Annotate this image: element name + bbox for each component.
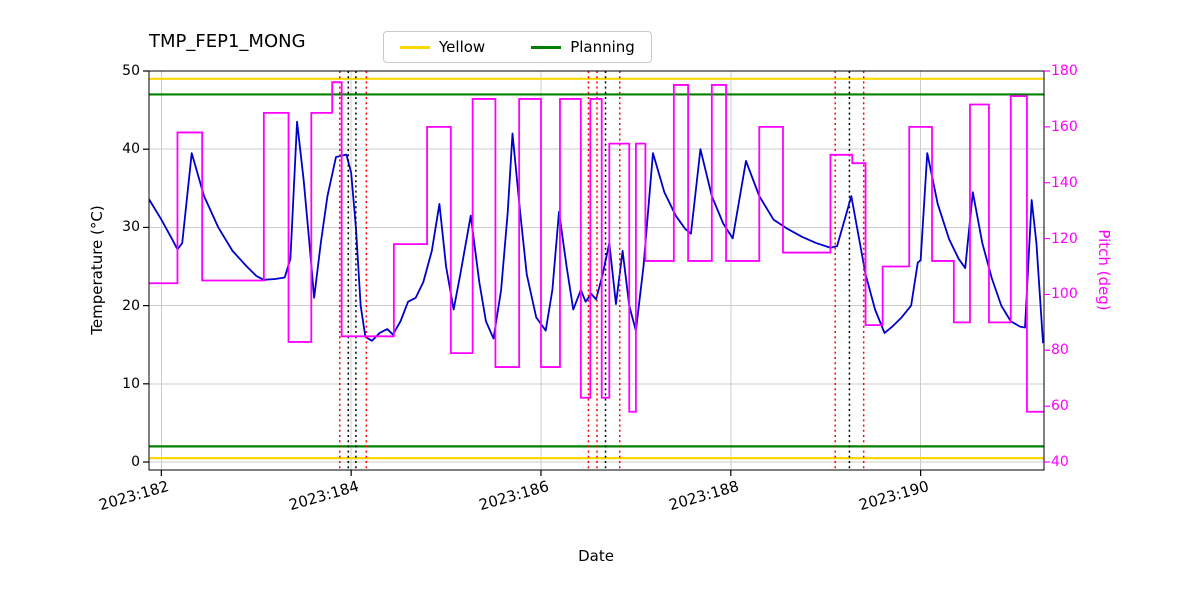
y-right-tick-label: 160 [1051,118,1078,135]
y-left-tick-label: 10 [122,375,140,392]
y-right-tick-label: 60 [1051,398,1069,415]
legend-label: Planning [570,38,635,56]
y-right-tick-label: 180 [1051,63,1078,79]
y-right-tick-label: 80 [1051,342,1069,359]
y-right-tick-label: 140 [1051,174,1078,191]
y-left-tick-label: 20 [122,297,140,314]
y-right-tick-label: 100 [1051,286,1078,303]
chart-title: TMP_FEP1_MONG [149,31,306,52]
y-left-tick-label: 40 [122,141,140,158]
y-left-tick-label: 0 [131,454,140,471]
legend-item: Yellow [400,38,485,56]
y-right-tick-label: 120 [1051,230,1078,247]
y-right-tick-label: 40 [1051,454,1069,470]
legend-line-swatch [400,45,430,49]
legend-label: Yellow [439,38,486,56]
legend-item: Planning [531,38,635,56]
x-axis-label: Date [578,547,614,565]
series-temperature [149,120,1044,344]
y-axis-label-right: Pitch (deg) [1095,229,1113,311]
plot-border [148,70,1045,471]
y-left-tick-label: 50 [122,63,140,79]
legend-line-swatch [531,45,562,49]
y-left-tick-label: 30 [122,219,140,236]
series-pitch [149,81,1044,413]
legend: Yellow Planning [383,31,652,63]
